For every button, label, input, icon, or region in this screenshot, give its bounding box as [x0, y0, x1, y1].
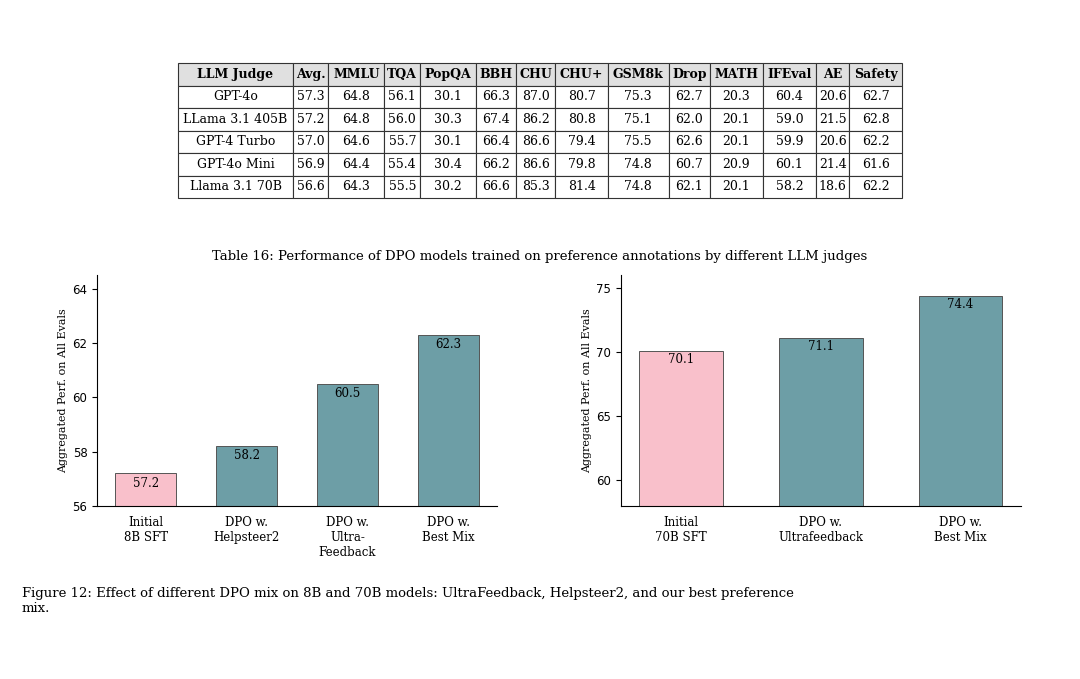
Bar: [318, 384, 378, 679]
Text: 62.3: 62.3: [435, 338, 461, 351]
Text: 57.2: 57.2: [133, 477, 159, 490]
Bar: [779, 338, 863, 679]
Bar: [418, 335, 478, 679]
Y-axis label: Aggregated Perf. on All Evals: Aggregated Perf. on All Evals: [582, 308, 592, 473]
Text: 60.5: 60.5: [335, 387, 361, 400]
Text: 70.1: 70.1: [669, 353, 694, 366]
Bar: [116, 473, 176, 679]
Bar: [216, 446, 276, 679]
Text: Figure 12: Effect of different DPO mix on 8B and 70B models: UltraFeedback, Help: Figure 12: Effect of different DPO mix o…: [22, 587, 794, 615]
Text: 58.2: 58.2: [233, 449, 259, 462]
Text: Table 16: Performance of DPO models trained on preference annotations by differe: Table 16: Performance of DPO models trai…: [213, 250, 867, 263]
Y-axis label: Aggregated Perf. on All Evals: Aggregated Perf. on All Evals: [58, 308, 68, 473]
Text: 71.1: 71.1: [808, 340, 834, 353]
Text: 74.4: 74.4: [947, 298, 974, 311]
Bar: [639, 350, 723, 679]
Bar: [919, 295, 1002, 679]
